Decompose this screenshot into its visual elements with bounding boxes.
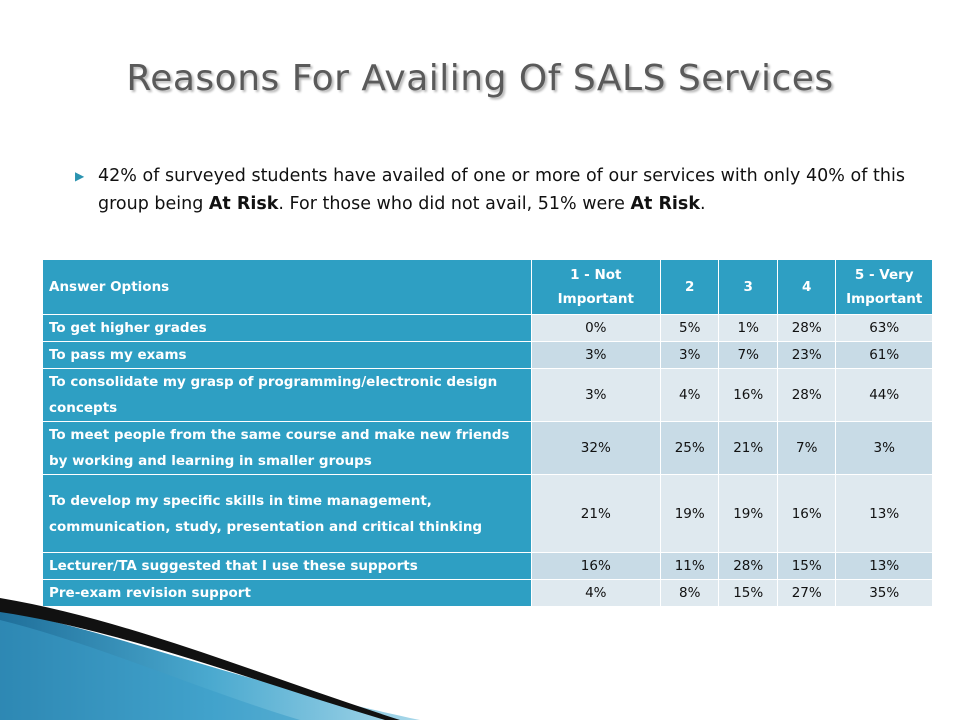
row-label: To get higher grades (42, 314, 532, 342)
value-cell: 19% (659, 474, 720, 553)
table-row: To get higher grades 0% 5% 1% 28% 63% (42, 314, 933, 342)
at-risk-emphasis-1: At Risk (208, 194, 279, 214)
table-row: Lecturer/TA suggested that I use these s… (42, 552, 933, 580)
value-cell: 13% (835, 552, 933, 580)
value-cell: 21% (530, 474, 661, 553)
value-cell: 5% (659, 314, 720, 342)
summary-text: 42% of surveyed students have availed of… (98, 162, 905, 218)
row-label: To meet people from the same course and … (42, 421, 532, 475)
value-cell: 25% (659, 421, 720, 475)
decorative-swoosh (0, 598, 420, 720)
row-label: To develop my specific skills in time ma… (42, 474, 532, 553)
value-cell: 28% (776, 314, 837, 342)
summary-part-1: 42% of surveyed students have availed of… (98, 166, 905, 214)
value-cell: 0% (530, 314, 661, 342)
table-row: Pre-exam revision support 4% 8% 15% 27% 35% (42, 579, 933, 607)
value-cell: 21% (718, 421, 778, 475)
row-label: To consolidate my grasp of programming/e… (42, 368, 532, 422)
summary-part-3: . (699, 194, 706, 214)
header-2: 2 (659, 259, 720, 315)
table-header-row: Answer Options 1 - Not Important 2 3 4 5… (42, 259, 933, 315)
value-cell: 28% (718, 552, 778, 580)
header-not-important: 1 - Not Important (530, 259, 661, 315)
value-cell: 16% (776, 474, 837, 553)
value-cell: 16% (718, 368, 778, 422)
bullet-arrow-icon: ▶ (75, 169, 85, 183)
value-cell: 3% (530, 341, 661, 369)
slide-title: Reasons For Availing Of SALS Services (126, 58, 834, 99)
value-cell: 61% (835, 341, 933, 369)
table-row: To meet people from the same course and … (42, 421, 933, 475)
value-cell: 35% (835, 579, 933, 607)
value-cell: 28% (776, 368, 837, 422)
header-answer-options: Answer Options (42, 259, 532, 315)
value-cell: 3% (659, 341, 720, 369)
value-cell: 63% (835, 314, 933, 342)
value-cell: 13% (835, 474, 933, 553)
value-cell: 7% (718, 341, 778, 369)
value-cell: 44% (835, 368, 933, 422)
survey-results-table: Answer Options 1 - Not Important 2 3 4 5… (42, 259, 933, 607)
value-cell: 11% (659, 552, 720, 580)
header-very-important: 5 - Very Important (835, 259, 933, 315)
header-3: 3 (718, 259, 778, 315)
table-row: To consolidate my grasp of programming/e… (42, 368, 933, 422)
summary-bullet: ▶ 42% of surveyed students have availed … (75, 162, 905, 218)
value-cell: 27% (776, 579, 837, 607)
header-4: 4 (776, 259, 837, 315)
value-cell: 3% (530, 368, 661, 422)
summary-part-2: . For those who did not avail, 51% were (278, 194, 631, 214)
value-cell: 7% (776, 421, 837, 475)
at-risk-emphasis-2: At Risk (630, 194, 700, 214)
row-label: Pre-exam revision support (42, 579, 532, 607)
row-label: To pass my exams (42, 341, 532, 369)
value-cell: 15% (718, 579, 778, 607)
table-body: To get higher grades 0% 5% 1% 28% 63% To pass … (42, 314, 933, 607)
value-cell: 3% (835, 421, 933, 475)
table-row: To develop my specific skills in time ma… (42, 474, 933, 553)
value-cell: 16% (530, 552, 661, 580)
value-cell: 4% (530, 579, 661, 607)
value-cell: 1% (718, 314, 778, 342)
value-cell: 4% (659, 368, 720, 422)
value-cell: 8% (659, 579, 720, 607)
value-cell: 32% (530, 421, 661, 475)
value-cell: 23% (776, 341, 837, 369)
table-row: To pass my exams 3% 3% 7% 23% 61% (42, 341, 933, 369)
row-label: Lecturer/TA suggested that I use these s… (42, 552, 532, 580)
value-cell: 19% (718, 474, 778, 553)
value-cell: 15% (776, 552, 837, 580)
